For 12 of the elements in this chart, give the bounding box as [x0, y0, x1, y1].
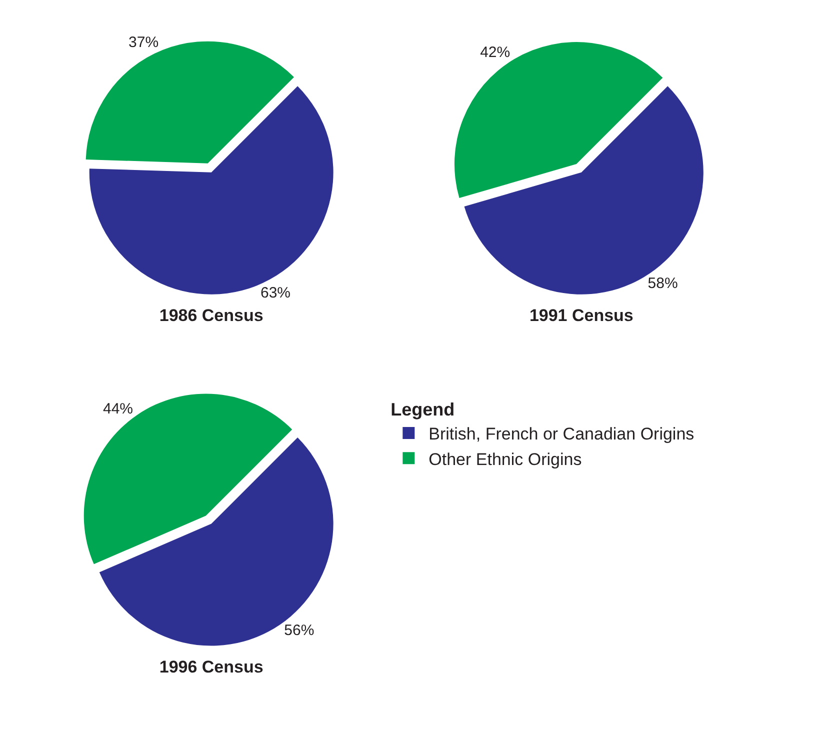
data-label: 42% [480, 44, 510, 62]
data-label: 63% [260, 284, 291, 302]
legend-title: Legend [390, 399, 455, 420]
data-label: 44% [102, 400, 134, 418]
data-label: 58% [648, 275, 678, 292]
legend-label: Other Ethnic Origins [428, 450, 582, 469]
text: 1996 Census [159, 658, 264, 677]
text: 1986 Census [159, 306, 264, 326]
text: 1991 Census [529, 306, 634, 326]
legend-label: British, French or Canadian Origins [428, 424, 694, 444]
data-label: 56% [284, 622, 314, 640]
data-label: 37% [128, 34, 159, 52]
